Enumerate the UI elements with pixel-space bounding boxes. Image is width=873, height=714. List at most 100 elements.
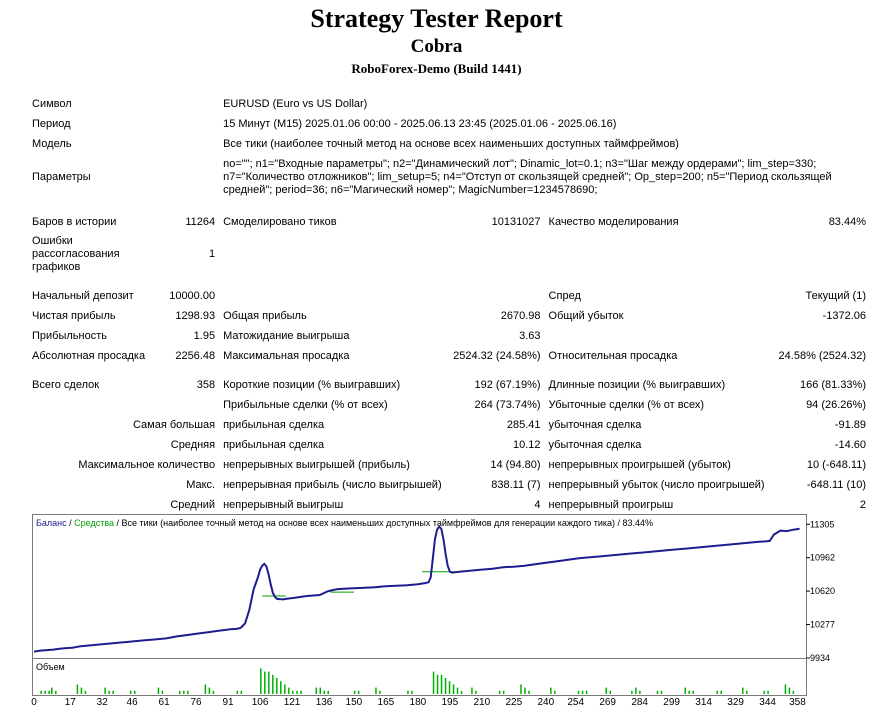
volume-bar (133, 690, 136, 694)
params-label: Параметры (32, 171, 91, 183)
volume-bar (471, 687, 473, 694)
x-tick-label: 76 (190, 697, 202, 708)
long-positions-label: Длинные позиции (% выигравших) (548, 379, 726, 391)
chart-legend: Баланс / Средства / Все тики (наиболее т… (36, 518, 653, 528)
expected-payoff-value: 3.63 (519, 330, 541, 342)
long-positions-value: 166 (81.33%) (799, 379, 866, 391)
x-tick-label: 180 (409, 697, 427, 708)
volume-bar (411, 690, 413, 694)
volume-bar (44, 690, 46, 694)
total-trades-label: Всего сделок (32, 379, 100, 391)
report-title: Strategy Tester Report (310, 4, 563, 33)
volume-bar (475, 690, 477, 694)
volume-bar (656, 690, 659, 694)
gross-profit-value: 2670.98 (500, 310, 541, 322)
symbol-value: EURUSD (Euro vs US Dollar) (223, 98, 368, 110)
volume-bar (323, 690, 326, 694)
volume-bar (692, 690, 694, 694)
volume-bar (767, 690, 769, 694)
balance-chart: Баланс / Средства / Все тики (наиболее т… (32, 514, 835, 662)
net-profit-label: Чистая прибыль (32, 310, 116, 322)
volume-bar (448, 681, 451, 694)
x-tick-label: 46 (126, 697, 138, 708)
model-value: Все тики (наиболее точный метод на основ… (223, 138, 679, 150)
errors-value: 1 (208, 248, 216, 260)
volume-bar (460, 690, 463, 694)
deposit-value: 10000.00 (169, 290, 216, 302)
volume-bar (212, 690, 215, 694)
x-tick-label: 299 (663, 697, 680, 708)
volume-bar (456, 687, 459, 694)
volume-bar (272, 674, 274, 694)
volume-bar (498, 690, 501, 694)
max-count-label: Максимальное количество (78, 459, 216, 471)
quality-label: Качество моделирования (548, 216, 679, 228)
max-cons-losses-value: 10 (-648.11) (806, 459, 866, 471)
expert-name: Cobra (410, 36, 463, 57)
volume-bar (40, 690, 42, 694)
model-label: Модель (32, 138, 72, 150)
volume-bar (319, 687, 322, 694)
y-tick-label: 10620 (810, 586, 835, 596)
volume-bar (51, 687, 53, 694)
y-tick-label: 10962 (810, 553, 835, 563)
y-axis-ticks: 11305 10962 10620 10277 9934 (806, 519, 835, 662)
x-tick-label: 91 (222, 697, 234, 708)
avg-profit-value: 10.12 (513, 439, 541, 451)
volume-bar (104, 687, 106, 694)
largest-loss-value: -91.89 (834, 419, 866, 431)
gross-loss-value: -1372.06 (822, 310, 866, 322)
volume-bar (276, 678, 278, 694)
avg-cons-wins-label: непрерывный выигрыш (223, 499, 344, 511)
y-tick-label: 9934 (810, 653, 830, 662)
volume-bar (264, 671, 266, 694)
profit-factor-label: Прибыльность (32, 330, 107, 342)
avg-loss-value: -14.60 (834, 439, 866, 451)
volume-bar (631, 690, 633, 694)
legend-sep: / (67, 518, 75, 528)
abs-drawdown-value: 2256.48 (175, 350, 216, 362)
volume-bar (585, 690, 588, 694)
volume-bar (577, 690, 580, 694)
volume-bar (240, 690, 243, 694)
volume-frame (32, 658, 807, 696)
volume-bar (784, 684, 787, 694)
avg-profit-label: прибыльная сделка (223, 439, 325, 451)
volume-label: Объем (36, 662, 65, 672)
volume-bar (288, 687, 290, 694)
x-tick-label: 165 (377, 697, 395, 708)
gross-profit-label: Общая прибыль (223, 310, 307, 322)
volume-bar (55, 690, 57, 694)
avg-cons-wins-value: 4 (534, 499, 541, 511)
volume-bar (129, 690, 132, 694)
volume-bar (84, 690, 87, 694)
volume-bar (440, 674, 443, 694)
volume-bar (763, 690, 765, 694)
volume-bar (208, 687, 211, 694)
legend-balance: Баланс (36, 518, 67, 528)
volume-bar (444, 678, 447, 694)
max-cons-losses-label: непрерывных проигрышей (убыток) (548, 459, 731, 471)
max-cons-loss-label: непрерывный убыток (число проигрышей) (548, 479, 765, 491)
volume-bar (720, 690, 722, 694)
ticks-value: 10131027 (491, 216, 541, 228)
period-value: 15 Минут (M15) 2025.01.06 00:00 - 2025.0… (223, 118, 617, 130)
volume-bar (161, 690, 164, 694)
x-tick-label: 240 (537, 697, 555, 708)
volume-bar (236, 690, 239, 694)
volume-bars (40, 668, 795, 694)
volume-bar (605, 687, 608, 694)
volume-bar (379, 690, 381, 694)
largest-loss-label: убыточная сделка (548, 419, 642, 431)
volume-bar (280, 681, 282, 694)
errors-label: Ошибки рассогласования графиков (32, 234, 120, 273)
profit-trades-label: Прибыльные сделки (% от всех) (223, 399, 388, 411)
quality-value: 83.44% (828, 216, 866, 228)
y-tick-label: 11305 (810, 519, 834, 529)
net-profit-value: 1298.93 (175, 310, 216, 322)
x-tick-label: 136 (315, 697, 333, 708)
period-label: Период (32, 118, 71, 130)
max-cons-loss-value: -648.11 (10) (806, 479, 866, 491)
volume-bar (48, 690, 50, 694)
x-tick-label: 358 (789, 697, 806, 708)
